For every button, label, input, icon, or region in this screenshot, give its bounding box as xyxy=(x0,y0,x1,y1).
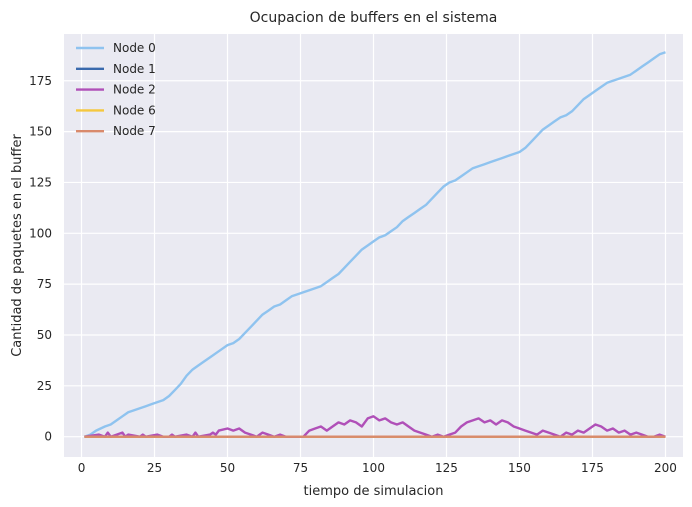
y-axis-ticks: 0 25 50 75 100 125 150 175 xyxy=(29,74,52,444)
y-tick-label: 75 xyxy=(37,277,52,291)
x-tick-label: 150 xyxy=(508,461,531,475)
x-axis-ticks: 0 25 50 75 100 125 150 175 200 xyxy=(78,461,677,475)
legend-entry: Node 6 xyxy=(113,103,156,117)
x-tick-label: 25 xyxy=(147,461,162,475)
y-tick-label: 0 xyxy=(44,430,52,444)
x-tick-label: 50 xyxy=(220,461,235,475)
legend: Node 0 Node 1 Node 2 Node 6 Node 7 xyxy=(76,41,156,138)
x-tick-label: 0 xyxy=(78,461,86,475)
y-tick-label: 125 xyxy=(29,175,52,189)
y-tick-label: 100 xyxy=(29,226,52,240)
series-line-node-0 xyxy=(83,51,666,438)
legend-entry: Node 1 xyxy=(113,62,156,76)
legend-entry: Node 0 xyxy=(113,41,156,55)
x-tick-label: 175 xyxy=(581,461,604,475)
y-tick-label: 150 xyxy=(29,125,52,139)
x-tick-label: 100 xyxy=(362,461,385,475)
x-tick-label: 75 xyxy=(293,461,308,475)
y-tick-label: 175 xyxy=(29,74,52,88)
x-tick-label: 125 xyxy=(435,461,458,475)
chart-title: Ocupacion de buffers en el sistema xyxy=(250,10,498,26)
y-tick-label: 50 xyxy=(37,328,52,342)
y-axis-label: Cantidad de paquetes en el buffer xyxy=(10,134,25,357)
legend-entry: Node 2 xyxy=(113,83,156,97)
y-tick-label: 25 xyxy=(37,379,52,393)
series-lines xyxy=(83,51,666,438)
legend-entry: Node 7 xyxy=(113,124,156,138)
x-tick-label: 200 xyxy=(654,461,677,475)
x-axis-label: tiempo de simulacion xyxy=(304,484,444,499)
